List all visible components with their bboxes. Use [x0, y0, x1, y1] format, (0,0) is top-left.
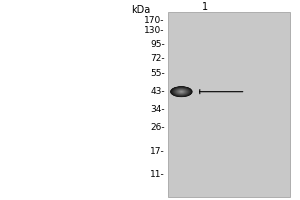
Ellipse shape [180, 91, 182, 92]
Text: 130-: 130- [144, 26, 165, 35]
Ellipse shape [179, 91, 183, 93]
Bar [168, 12, 290, 197]
Text: 95-: 95- [150, 40, 165, 49]
Ellipse shape [175, 88, 188, 95]
Ellipse shape [175, 89, 188, 95]
Ellipse shape [176, 89, 187, 94]
Ellipse shape [176, 89, 187, 94]
Ellipse shape [181, 91, 182, 92]
Text: 17-: 17- [150, 147, 165, 156]
Ellipse shape [170, 86, 192, 97]
Ellipse shape [172, 87, 191, 96]
Text: 170-: 170- [144, 16, 165, 25]
Text: 26-: 26- [150, 123, 165, 132]
Text: 1: 1 [202, 2, 208, 12]
Ellipse shape [171, 87, 192, 97]
Text: 43-: 43- [150, 87, 165, 96]
Ellipse shape [177, 90, 185, 94]
Ellipse shape [177, 90, 186, 94]
Ellipse shape [179, 91, 184, 93]
Text: 55-: 55- [150, 69, 165, 78]
Ellipse shape [173, 88, 190, 96]
Ellipse shape [180, 91, 183, 93]
Ellipse shape [181, 91, 182, 92]
Text: kDa: kDa [131, 5, 150, 15]
Ellipse shape [172, 87, 190, 96]
Ellipse shape [173, 87, 190, 96]
Text: 72-: 72- [150, 54, 165, 63]
Ellipse shape [178, 90, 184, 93]
Ellipse shape [176, 89, 186, 94]
Text: 11-: 11- [150, 170, 165, 179]
Ellipse shape [174, 88, 189, 95]
Ellipse shape [171, 87, 192, 97]
Ellipse shape [176, 89, 187, 95]
Ellipse shape [174, 88, 188, 95]
Ellipse shape [172, 87, 190, 96]
Ellipse shape [174, 88, 189, 95]
Ellipse shape [177, 90, 186, 94]
Ellipse shape [171, 87, 191, 97]
Ellipse shape [178, 90, 184, 93]
Text: 34-: 34- [150, 105, 165, 114]
Ellipse shape [173, 88, 190, 96]
Ellipse shape [179, 90, 184, 93]
Ellipse shape [180, 91, 183, 92]
Ellipse shape [170, 86, 193, 97]
Ellipse shape [175, 89, 188, 95]
Ellipse shape [177, 89, 186, 94]
Ellipse shape [178, 90, 185, 93]
Ellipse shape [172, 87, 191, 96]
Ellipse shape [178, 90, 185, 93]
Ellipse shape [173, 88, 189, 95]
